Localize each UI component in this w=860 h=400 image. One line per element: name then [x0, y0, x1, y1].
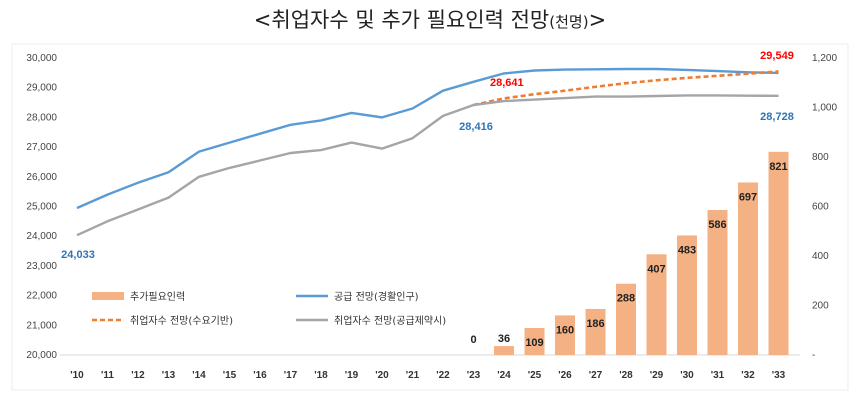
bar-value-label: 36 — [498, 333, 510, 345]
bar-value-label: 821 — [769, 161, 787, 173]
x-tick-label: '16 — [253, 370, 267, 381]
x-tick-label: '33 — [772, 370, 786, 381]
bar-value-label: 407 — [647, 263, 665, 275]
line-series — [76, 67, 779, 237]
left-tick-label: 30,000 — [26, 53, 57, 64]
legend-swatch — [92, 292, 124, 300]
bar-value-label: 483 — [678, 244, 696, 256]
left-tick-label: 24,000 — [26, 231, 57, 242]
x-tick-label: '21 — [406, 370, 420, 381]
left-tick-label: 21,000 — [26, 320, 57, 331]
x-tick-label: '18 — [314, 370, 328, 381]
x-tick-label: '24 — [497, 370, 511, 381]
value-annotation: 29,549 — [760, 50, 794, 62]
x-tick-label: '17 — [284, 370, 298, 381]
x-tick-label: '11 — [101, 370, 114, 381]
x-tick-label: '27 — [589, 370, 603, 381]
x-tick-label: '13 — [162, 370, 176, 381]
x-tick-label: '23 — [467, 370, 481, 381]
right-tick-label: 1,000 — [812, 103, 837, 114]
value-annotation: 28,641 — [490, 77, 524, 89]
legend-label: 추가필요인력 — [130, 291, 185, 303]
bar-value-label: 186 — [586, 318, 604, 330]
bar — [677, 235, 697, 355]
x-tick-label: '28 — [619, 370, 633, 381]
left-tick-label: 25,000 — [26, 202, 57, 213]
x-tick-label: '26 — [558, 370, 572, 381]
legend-label: 취업자수 전망(공급제약시) — [334, 314, 446, 327]
title-unit: (천명) — [549, 13, 589, 31]
right-tick-label: 1,200 — [812, 53, 837, 64]
x-axis: '10 '11 '12 '13 '14 '15 '16 '17 '18 '19 '20 '21 '22 '… — [60, 354, 800, 381]
right-tick-label: 200 — [812, 301, 829, 312]
bar-series — [494, 151, 789, 355]
bar — [646, 254, 667, 355]
x-tick-label: '14 — [192, 370, 206, 381]
bar-labels: 0 36 109 160 186 288 407 483 586 697 821 — [470, 161, 787, 349]
left-tick-label: 23,000 — [26, 261, 57, 272]
x-tick-label: '29 — [650, 370, 664, 381]
bar — [616, 283, 636, 355]
series-line — [76, 94, 779, 237]
right-tick-label: - — [812, 350, 815, 361]
title-main: <취업자수 및 추가 필요인력 전망 — [253, 8, 550, 32]
title-close: > — [588, 8, 607, 32]
left-tick-label: 28,000 — [26, 112, 57, 123]
legend-label: 공급 전망(경활인구) — [334, 290, 419, 303]
x-tick-label: '22 — [436, 370, 450, 381]
value-annotation: 28,728 — [760, 111, 794, 123]
bar — [738, 182, 758, 355]
right-tick-label: 600 — [812, 202, 829, 213]
right-axis: - 200 400 600 800 1,000 1,200 — [812, 53, 837, 361]
bar-value-label: 697 — [739, 191, 757, 203]
bar — [707, 209, 728, 355]
series-line — [473, 70, 779, 107]
x-tick-label: '25 — [528, 370, 542, 381]
bar — [524, 328, 545, 355]
x-tick-label: '15 — [223, 370, 237, 381]
x-tick-label: '10 — [70, 370, 84, 381]
x-tick-label: '20 — [375, 370, 389, 381]
right-tick-label: 400 — [812, 251, 829, 262]
value-annotation: 28,416 — [459, 121, 493, 133]
bar-value-label: 288 — [617, 293, 635, 305]
chart-title: <취업자수 및 추가 필요인력 전망(천명)> — [0, 4, 860, 34]
bar-value-label: 586 — [708, 219, 726, 231]
plot-frame — [11, 43, 849, 391]
bar-value-label: 160 — [556, 324, 574, 336]
left-tick-label: 22,000 — [26, 291, 57, 302]
x-tick-label: '31 — [711, 370, 725, 381]
annotations: 24,033 28,416 28,641 29,549 28,728 — [61, 50, 794, 261]
x-tick-label: '32 — [741, 370, 755, 381]
left-tick-label: 20,000 — [26, 350, 57, 361]
value-annotation: 24,033 — [61, 249, 95, 261]
legend-label: 취업자수 전망(수요기반) — [130, 314, 233, 327]
x-tick-label: '12 — [131, 370, 145, 381]
bar — [555, 315, 575, 355]
bar-value-label: 0 — [470, 334, 476, 346]
bar — [585, 308, 606, 355]
left-axis: 20,000 21,000 22,000 23,000 24,000 25,000 26,0… — [26, 53, 57, 361]
x-tick-label: '30 — [680, 370, 694, 381]
series-line — [76, 67, 779, 210]
x-tick-label: '19 — [345, 370, 359, 381]
left-tick-label: 27,000 — [26, 142, 57, 153]
right-tick-label: 800 — [812, 152, 829, 163]
left-tick-label: 26,000 — [26, 172, 57, 183]
bar-value-label: 109 — [525, 337, 543, 349]
legend: 추가필요인력 공급 전망(경활인구) 취업자수 전망(수요기반) 취업자수 전망(공급… — [92, 290, 446, 327]
bar — [768, 151, 789, 355]
bar — [494, 346, 514, 355]
left-tick-label: 29,000 — [26, 83, 57, 94]
